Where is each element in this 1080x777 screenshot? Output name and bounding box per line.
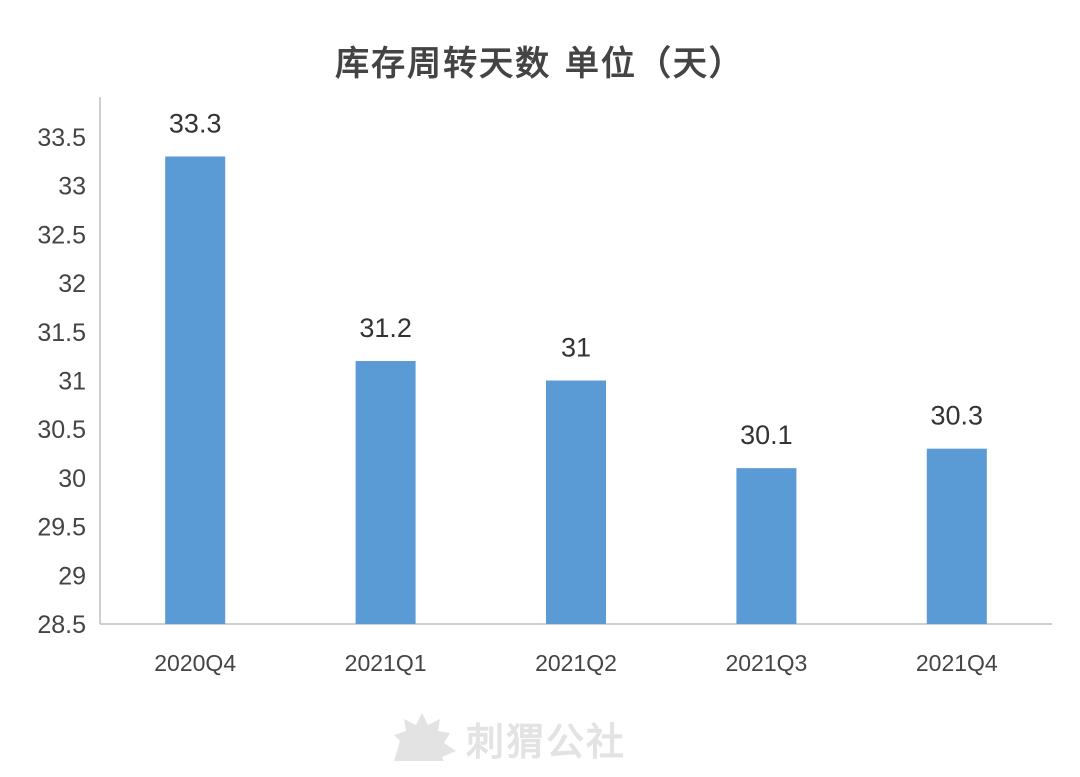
- y-tick-label: 31: [58, 368, 86, 396]
- hedgehog-logo-icon: [394, 713, 456, 761]
- x-category-label: 2021Q3: [725, 650, 807, 676]
- y-tick-label: 33: [58, 173, 86, 201]
- x-category-label: 2021Q1: [345, 650, 427, 676]
- y-tick-label: 29.5: [37, 514, 86, 542]
- y-tick-label: 29: [58, 562, 86, 590]
- bar: [165, 156, 226, 625]
- bar: [355, 361, 416, 624]
- y-axis-ticks: 28.5 29 29.5 30 30.5 31 31.5 32 32.5 33 33.5: [37, 124, 86, 639]
- bar: [926, 448, 987, 624]
- y-tick-label: 32: [58, 270, 86, 298]
- y-tick-label: 32.5: [37, 221, 86, 249]
- watermark: 刺猬公社: [390, 708, 626, 768]
- data-label: 30.3: [931, 401, 984, 431]
- y-tick-label: 30: [58, 465, 86, 493]
- data-label: 33.3: [169, 108, 222, 138]
- chart-title: 库存周转天数 单位（天）: [335, 44, 745, 84]
- x-category-label: 2021Q4: [916, 650, 998, 676]
- data-label: 30.1: [740, 420, 793, 450]
- bars: [165, 156, 987, 625]
- x-category-label: 2020Q4: [154, 650, 236, 676]
- y-tick-label: 28.5: [37, 611, 86, 639]
- data-label: 31: [561, 333, 591, 363]
- y-tick-label: 33.5: [37, 124, 86, 152]
- bar: [736, 468, 797, 624]
- data-labels: 33.3 31.2 31 30.1 30.3: [169, 108, 983, 450]
- x-category-label: 2021Q2: [535, 650, 617, 676]
- x-axis-labels: 2020Q4 2021Q1 2021Q2 2021Q3 2021Q4: [154, 650, 998, 676]
- y-tick-label: 31.5: [37, 319, 86, 347]
- bar: [546, 380, 606, 624]
- data-label: 31.2: [359, 313, 412, 343]
- watermark-text: 刺猬公社: [466, 719, 627, 764]
- y-tick-label: 30.5: [37, 416, 86, 444]
